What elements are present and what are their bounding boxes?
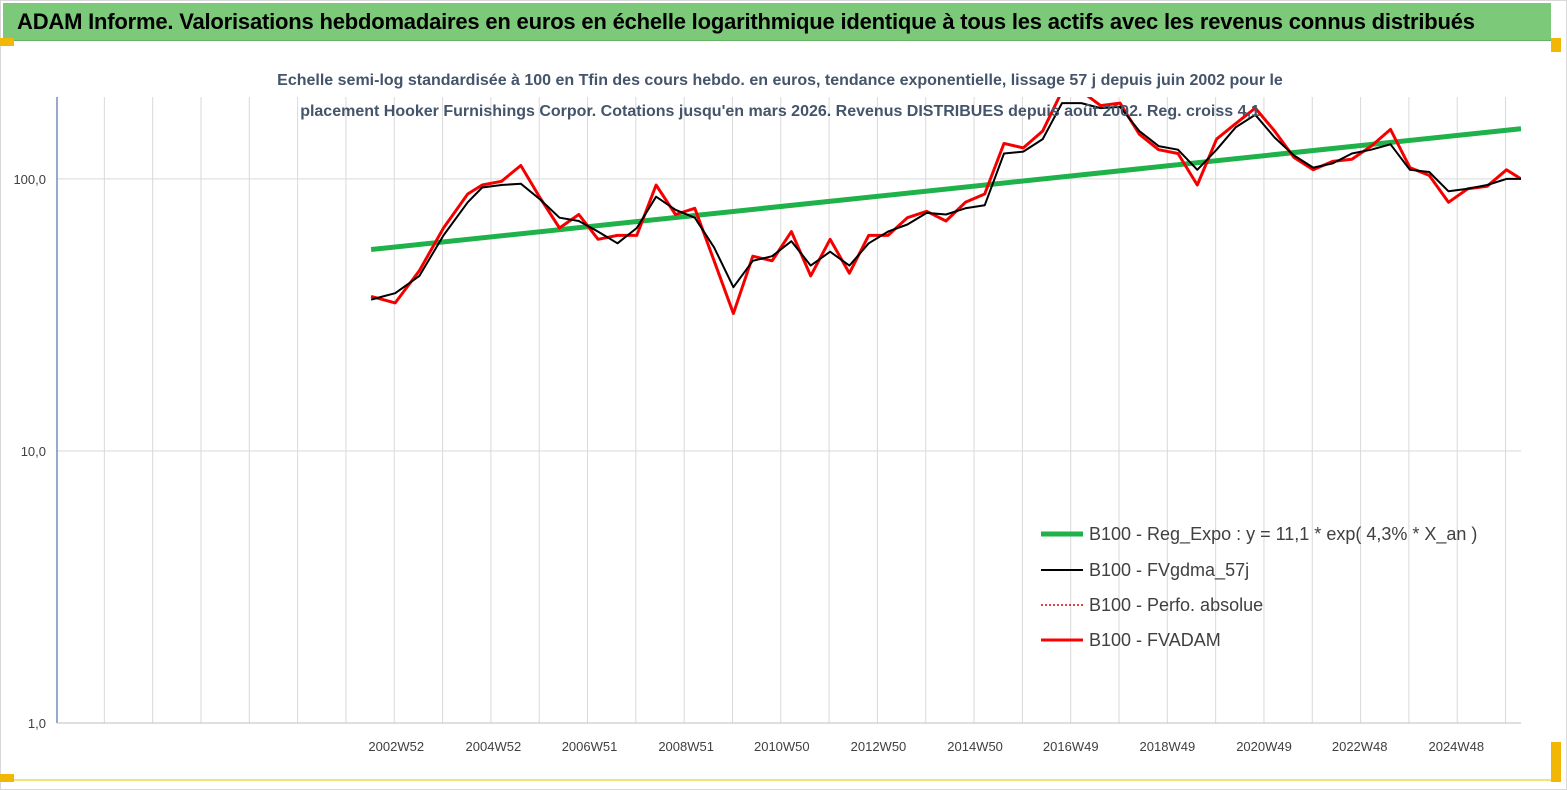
chart-subtitle-line2: placement Hooker Furnishings Corpor. Cot… [300, 103, 1260, 120]
x-ticks: 2002W52 2004W52 2006W51 2008W51 2010W50 2012W… [368, 739, 1484, 754]
corner-marker-bottom-left [0, 774, 14, 782]
title-banner: ADAM Informe. Valorisations hebdomadaire… [3, 3, 1551, 41]
grid [57, 97, 1521, 724]
legend-label: B100 - FVADAM [1089, 630, 1221, 650]
corner-marker-bottom-right [1551, 742, 1561, 782]
legend-label: B100 - Perfo. absolue [1089, 595, 1263, 615]
y-ticks: 1,0 10,0 100,0 [13, 172, 46, 731]
series-line-fvgdma [370, 102, 1521, 301]
x-tick-label: 2018W49 [1140, 739, 1196, 754]
x-tick-label: 2020W49 [1236, 739, 1292, 754]
x-tick-label: 2012W50 [851, 739, 907, 754]
x-tick-label: 2006W51 [562, 739, 618, 754]
bottom-rule [14, 779, 1551, 781]
corner-marker-top-right [1551, 38, 1561, 52]
legend-label: B100 - Reg_Expo : y = 11,1 * exp( 4,3% *… [1089, 524, 1477, 545]
y-tick-label: 10,0 [21, 444, 46, 459]
x-tick-label: 2016W49 [1043, 739, 1099, 754]
series-line-reg-expo [370, 126, 1521, 252]
series [370, 97, 1521, 315]
x-tick-label: 2010W50 [754, 739, 810, 754]
report-title: ADAM Informe. Valorisations hebdomadaire… [17, 9, 1475, 34]
x-tick-label: 2004W52 [466, 739, 522, 754]
x-tick-label: 2022W48 [1332, 739, 1388, 754]
y-tick-label: 100,0 [13, 172, 46, 187]
legend-label: B100 - FVgdma_57j [1089, 560, 1249, 581]
x-tick-label: 2002W52 [368, 739, 424, 754]
y-tick-label: 1,0 [28, 716, 46, 731]
x-tick-label: 2014W50 [947, 739, 1003, 754]
x-tick-label: 2008W51 [658, 739, 714, 754]
legend: B100 - Reg_Expo : y = 11,1 * exp( 4,3% *… [1041, 524, 1477, 650]
x-tick-label: 2024W48 [1428, 739, 1484, 754]
chart-subtitle-line1: Echelle semi-log standardisée à 100 en T… [277, 72, 1283, 89]
corner-marker-top-left [0, 38, 14, 46]
